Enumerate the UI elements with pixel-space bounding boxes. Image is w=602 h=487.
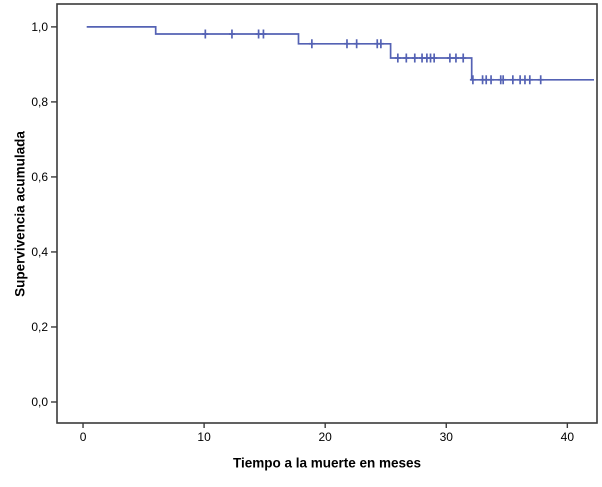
plot-border — [56, 3, 598, 424]
y-tick-label: 0,8 — [31, 95, 48, 109]
y-tick-label: 0,0 — [31, 395, 48, 409]
x-tick-label: 10 — [197, 430, 211, 444]
y-axis-title: Supervivencia acumulada — [12, 131, 28, 297]
x-tick-label: 20 — [319, 430, 333, 444]
x-axis-title: Tiempo a la muerte en meses — [232, 455, 422, 471]
y-tick-label: 0,4 — [31, 245, 48, 259]
y-tick-label: 0,2 — [31, 320, 48, 334]
x-tick-label: 0 — [80, 430, 87, 444]
plot-area — [57, 4, 597, 423]
y-tick-label: 0,6 — [31, 170, 48, 184]
x-tick-label: 30 — [440, 430, 454, 444]
x-tick-label: 40 — [561, 430, 575, 444]
y-tick-label: 1,0 — [31, 20, 48, 34]
